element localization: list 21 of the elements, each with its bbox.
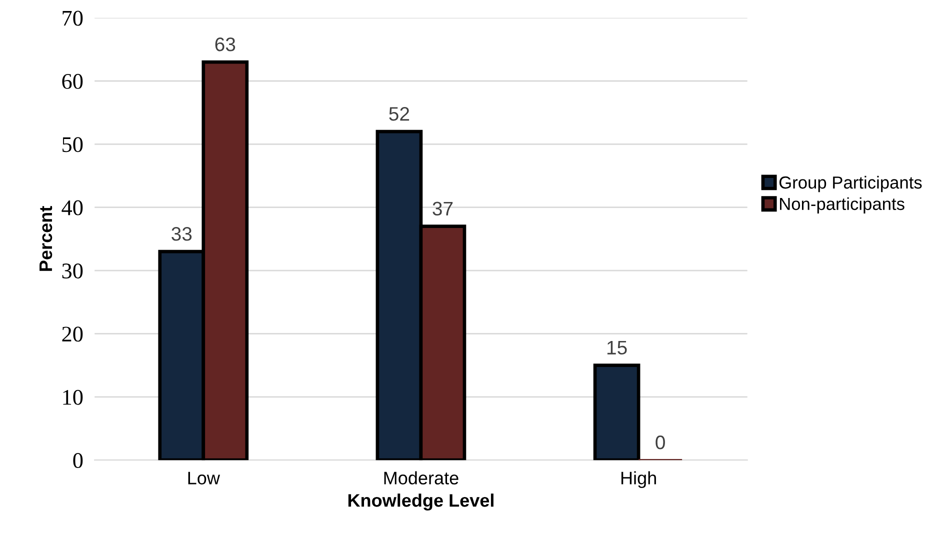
x-tick-label: Moderate	[384, 471, 458, 484]
y-tick-label: 70	[62, 10, 83, 26]
y-axis-title: Percent	[40, 206, 52, 271]
data-label: 33	[172, 227, 192, 241]
legend-label: Group Participants	[779, 176, 922, 192]
y-tick-label: 40	[62, 200, 83, 216]
y-tick-label: 20	[62, 326, 83, 342]
y-tick-label: 30	[62, 263, 83, 278]
data-label: 37	[432, 202, 453, 216]
data-label: 0	[656, 436, 665, 450]
x-tick-label: Low	[188, 472, 220, 484]
y-tick-label: 10	[63, 390, 83, 405]
data-label: 63	[215, 37, 236, 52]
y-tick-label: 60	[62, 74, 83, 89]
y-tick-label: 0	[73, 453, 83, 468]
data-label: 52	[389, 106, 410, 121]
x-tick-label: High	[621, 471, 656, 488]
x-axis-title: Knowledge Level	[348, 494, 494, 510]
y-tick-label: 50	[62, 137, 83, 152]
legend-label: Non-participants	[780, 197, 904, 214]
data-label: 15	[607, 340, 627, 355]
